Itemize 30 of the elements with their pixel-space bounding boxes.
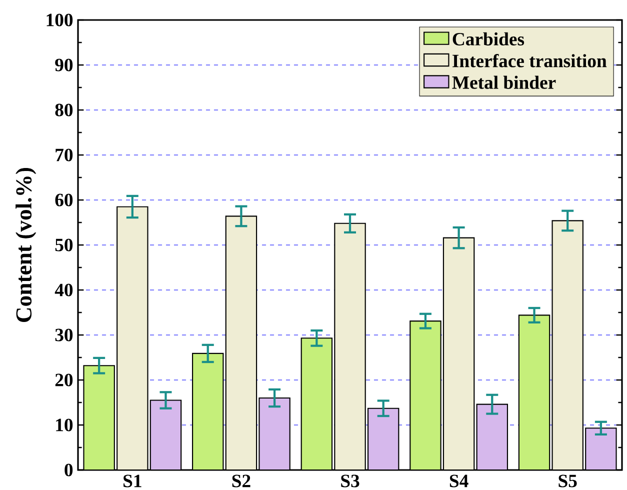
- bar: [258, 397, 290, 470]
- bar: [192, 352, 224, 470]
- y-tick-label: 60: [55, 194, 73, 206]
- y-axis-title: Content (vol.%): [16, 168, 36, 322]
- bar: [410, 320, 442, 470]
- legend-label: Carbides: [452, 32, 524, 46]
- x-tick-label: S5: [558, 474, 577, 488]
- y-tick-label: 100: [46, 14, 73, 26]
- bar: [518, 314, 550, 470]
- x-tick-label: S3: [341, 474, 360, 488]
- y-tick-label: 70: [56, 148, 73, 162]
- bar: [476, 404, 508, 470]
- bar: [367, 408, 400, 470]
- y-tick-label: 90: [55, 58, 73, 72]
- bar: [83, 365, 115, 470]
- x-tick-label: S1: [124, 474, 142, 488]
- y-tick-label: 40: [54, 284, 73, 296]
- x-tick-label: S4: [450, 474, 468, 488]
- x-tick-label: S2: [232, 474, 250, 488]
- y-tick-label: 0: [64, 464, 73, 476]
- bar: [585, 428, 617, 470]
- y-tick-label: 50: [55, 238, 73, 252]
- bar: [300, 338, 333, 470]
- legend-label: Interface transition: [452, 54, 607, 68]
- y-tick-label: 30: [55, 328, 73, 342]
- bar: [150, 400, 182, 470]
- y-tick-label: 80: [55, 104, 73, 116]
- y-tick-label: 10: [56, 418, 73, 432]
- legend-label: Metal binder: [452, 76, 556, 89]
- y-tick-label: 20: [55, 374, 73, 386]
